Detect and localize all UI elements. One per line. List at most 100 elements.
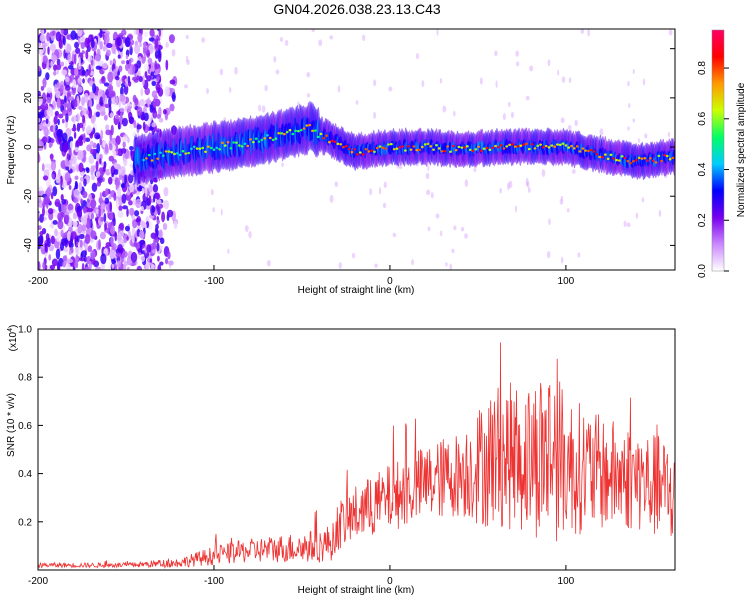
noise-mark	[92, 83, 97, 94]
y-tick-label: 1.0	[18, 325, 32, 336]
noise-mark	[78, 181, 83, 192]
colorbar-gradient	[711, 29, 725, 272]
noise-mark	[102, 45, 106, 52]
noise-mark	[90, 230, 97, 240]
noise-mark	[173, 220, 178, 230]
speckle-mark	[453, 225, 457, 231]
noise-mark	[95, 134, 101, 140]
ridge-core	[370, 149, 374, 152]
noise-mark	[133, 29, 137, 36]
noise-mark	[62, 261, 67, 268]
speckle-mark	[201, 37, 206, 43]
noise-mark	[81, 224, 87, 232]
noise-mark	[96, 48, 101, 57]
noise-mark	[138, 75, 143, 83]
ridge-core	[609, 153, 613, 157]
noise-mark	[118, 230, 125, 237]
spectrogram-frame	[37, 28, 676, 271]
noise-mark	[65, 113, 69, 123]
speckle-mark	[508, 101, 511, 107]
noise-mark	[129, 65, 133, 75]
noise-mark	[124, 36, 131, 48]
speckle-mark	[525, 95, 530, 101]
noise-mark	[96, 103, 101, 111]
noise-mark	[87, 246, 92, 253]
noise-mark	[105, 129, 111, 136]
speckle-mark	[515, 50, 519, 57]
noise-mark	[39, 213, 44, 223]
noise-mark	[134, 44, 141, 55]
noise-mark	[120, 112, 123, 118]
ridge-core	[389, 142, 393, 146]
speckle-mark	[338, 262, 343, 269]
noise-mark	[133, 210, 140, 217]
noise-mark	[140, 255, 146, 262]
y-tick-label: -40	[23, 238, 34, 253]
noise-mark	[59, 84, 64, 94]
noise-mark	[129, 163, 134, 168]
noise-mark	[65, 166, 70, 171]
ridge-core	[663, 153, 666, 157]
colorbar-tick-label: 0.4	[697, 162, 708, 176]
noise-mark	[77, 155, 81, 160]
noise-mark	[57, 118, 60, 126]
speckle-mark	[451, 248, 455, 254]
speckle-mark	[599, 128, 604, 136]
noise-mark	[143, 112, 149, 122]
noise-mark	[100, 216, 104, 222]
noise-mark	[74, 41, 79, 49]
speckle-mark	[374, 263, 378, 268]
noise-mark	[52, 219, 58, 225]
noise-mark	[126, 207, 129, 217]
noise-mark	[95, 266, 102, 270]
noise-mark	[99, 158, 102, 165]
noise-mark	[90, 199, 97, 209]
speckle-mark	[306, 93, 311, 98]
noise-mark	[68, 241, 74, 249]
ridge-core	[336, 142, 340, 145]
noise-mark	[114, 264, 118, 270]
noise-mark	[108, 86, 112, 97]
ridge-core	[311, 129, 314, 133]
ridge-core	[601, 156, 604, 159]
noise-mark	[98, 208, 102, 218]
noise-mark	[39, 231, 44, 236]
noise-mark	[38, 65, 41, 72]
snr-series-line	[38, 342, 675, 569]
speckle-mark	[258, 104, 262, 112]
noise-mark	[50, 60, 54, 68]
noise-mark	[55, 175, 61, 184]
speckle-mark	[248, 231, 252, 239]
noise-mark	[148, 185, 153, 193]
noise-mark	[110, 225, 116, 235]
noise-mark	[98, 60, 104, 67]
noise-mark	[129, 124, 135, 129]
noise-mark	[45, 72, 50, 81]
noise-mark	[105, 49, 111, 57]
noise-mark	[168, 34, 175, 44]
speckle-mark	[541, 169, 546, 177]
noise-mark	[74, 181, 78, 187]
noise-mark	[89, 70, 95, 76]
noise-mark	[72, 212, 78, 220]
ridge-core	[446, 145, 450, 148]
noise-mark	[75, 254, 79, 264]
ridge-core	[271, 138, 275, 142]
noise-mark	[150, 263, 155, 270]
noise-mark	[127, 75, 131, 84]
ridge-core	[544, 144, 548, 148]
noise-mark	[104, 188, 109, 196]
noise-mark	[42, 201, 46, 208]
noise-mark	[143, 63, 149, 71]
speckle-mark	[227, 248, 230, 254]
noise-mark	[76, 113, 80, 122]
speckle-mark	[318, 39, 323, 47]
speckle-mark	[210, 188, 214, 196]
noise-mark	[117, 54, 121, 59]
noise-mark	[154, 63, 161, 70]
noise-mark	[100, 129, 104, 141]
ridge-core	[212, 148, 216, 151]
ridge-core	[144, 157, 148, 160]
noise-mark	[60, 229, 64, 237]
